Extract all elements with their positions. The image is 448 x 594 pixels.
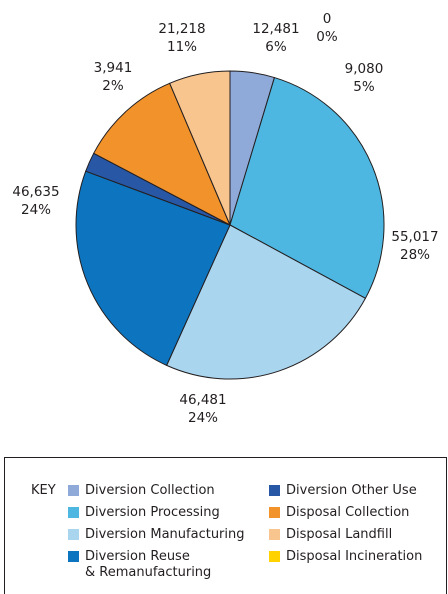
pie-chart <box>75 70 385 380</box>
pie-slice-diversion-reuse-remanufacturing <box>75 170 231 366</box>
slice-value: 55,017 <box>391 229 439 245</box>
slice-label-diversion-collection: 9,080 5% <box>334 60 394 96</box>
slice-value: 0 <box>322 11 332 27</box>
slice-label-disposal-landfill: 12,481 6% <box>243 20 309 56</box>
slice-percent: 0% <box>316 29 338 45</box>
slice-percent: 11% <box>166 39 197 55</box>
legend-swatch <box>68 507 79 518</box>
legend-swatch <box>68 551 79 562</box>
legend-item-label: Diversion Other Use <box>286 483 417 498</box>
legend-key-label: KEY <box>31 483 56 498</box>
slice-value: 46,481 <box>179 392 227 408</box>
slice-label-diversion-manufacturing: 46,481 24% <box>168 391 238 427</box>
legend-swatch <box>269 485 280 496</box>
slice-label-diversion-other-use: 3,941 2% <box>86 59 140 95</box>
pie-slice-disposal-collection <box>93 82 231 226</box>
slice-value: 12,481 <box>252 21 300 37</box>
slice-value: 3,941 <box>93 60 133 76</box>
pie-slice-disposal-landfill <box>169 70 231 226</box>
slice-percent: 2% <box>102 78 124 94</box>
legend-item-label: Disposal Collection <box>286 505 410 520</box>
legend-item-label: Diversion Manufacturing <box>85 527 245 542</box>
slice-percent: 24% <box>20 202 51 218</box>
legend-swatch <box>269 551 280 562</box>
legend-swatch <box>269 507 280 518</box>
pie-slice-diversion-manufacturing <box>166 224 366 380</box>
slice-label-diversion-processing: 55,017 28% <box>382 228 448 264</box>
slice-percent: 6% <box>265 39 287 55</box>
slice-value: 21,218 <box>158 21 206 37</box>
legend-swatch <box>269 529 280 540</box>
slice-percent: 5% <box>353 79 375 95</box>
legend-swatch <box>68 529 79 540</box>
slice-percent: 24% <box>187 410 218 426</box>
legend-item-label: Disposal Incineration <box>286 549 423 564</box>
slice-label-disposal-collection: 21,218 11% <box>150 20 214 56</box>
slice-label-disposal-incineration: 0 0% <box>310 10 344 46</box>
slice-value: 9,080 <box>344 61 384 77</box>
pie-slice-diversion-processing <box>229 77 385 299</box>
legend-item-label: Diversion Processing <box>85 505 220 520</box>
slice-label-diversion-reuse: 46,635 24% <box>4 183 68 219</box>
legend: KEY Diversion Collection Diversion Other… <box>4 457 447 594</box>
legend-swatch <box>68 485 79 496</box>
slice-percent: 28% <box>399 247 430 263</box>
legend-item-label: Diversion Reuse & Remanufacturing <box>85 549 212 580</box>
legend-item-label: Disposal Landfill <box>286 527 393 542</box>
slice-value: 46,635 <box>12 184 60 200</box>
legend-item-label: Diversion Collection <box>85 483 215 498</box>
